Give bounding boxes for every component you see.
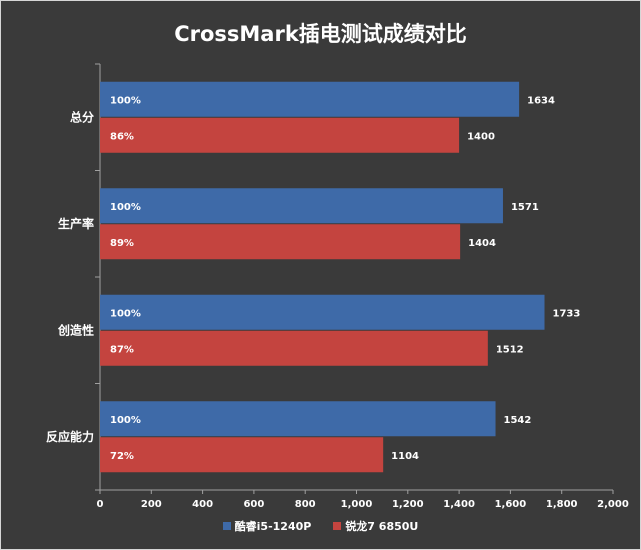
legend: 酷睿i5-1240P 锐龙7 6850U [0,518,641,534]
legend-item-series-2: 锐龙7 6850U [333,518,418,534]
bar-series-1 [100,81,520,117]
category-label: 反应能力 [46,429,94,444]
bar-series-2 [100,437,384,473]
value-label: 1400 [467,131,495,142]
x-tick-label: 1,400 [443,499,475,510]
legend-swatch-series-1 [222,522,231,530]
value-label: 1404 [468,238,496,249]
percent-label: 100% [110,308,141,319]
x-tick-label: 2,000 [597,499,629,510]
x-tick-label: 400 [192,499,213,510]
value-label: 1634 [527,95,555,106]
x-tick-label: 1,800 [546,499,578,510]
x-tick-label: 600 [243,499,264,510]
value-label: 1571 [511,202,539,213]
value-label: 1512 [496,344,524,355]
x-tick-label: 1,200 [392,499,424,510]
x-tick-label: 1,600 [495,499,527,510]
category-label: 生产率 [58,216,94,231]
percent-label: 89% [110,238,134,249]
legend-swatch-series-2 [333,522,342,530]
percent-label: 87% [110,344,134,355]
bar-series-1 [100,294,545,330]
bar-series-2 [100,117,460,153]
percent-label: 100% [110,95,141,106]
bar-series-2 [100,330,488,366]
bar-series-1 [100,188,503,224]
percent-label: 100% [110,415,141,426]
bar-series-2 [100,224,461,260]
x-tick-label: 800 [295,499,316,510]
legend-label-series-1: 酷睿i5-1240P [234,520,312,533]
legend-item-series-1: 酷睿i5-1240P [222,518,312,534]
percent-label: 86% [110,131,134,142]
x-tick-label: 200 [141,499,162,510]
x-tick-label: 1,000 [341,499,373,510]
percent-label: 72% [110,451,134,462]
percent-label: 100% [110,202,141,213]
category-label: 创造性 [57,322,94,337]
value-label: 1104 [391,451,419,462]
bar-series-1 [100,401,496,437]
value-label: 1542 [504,415,532,426]
value-label: 1733 [553,308,581,319]
chart-title: CrossMark插电测试成绩对比 [174,22,467,46]
x-tick-label: 0 [97,499,104,510]
legend-label-series-2: 锐龙7 6850U [345,520,419,533]
category-label: 总分 [70,109,94,124]
